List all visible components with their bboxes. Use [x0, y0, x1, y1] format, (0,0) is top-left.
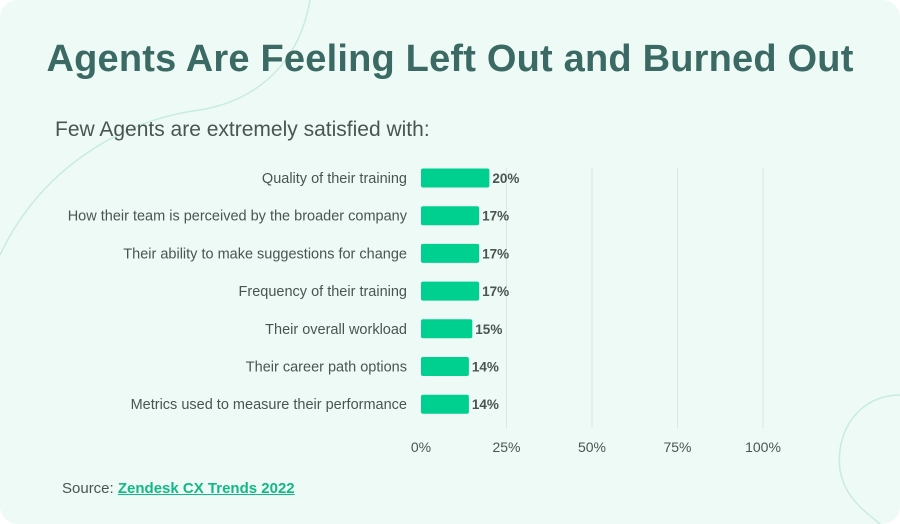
category-label: How their team is perceived by the broad… — [68, 209, 408, 225]
chart-title: Agents Are Feeling Left Out and Burned O… — [46, 38, 854, 80]
data-label: 17% — [482, 246, 509, 261]
category-label: Their overall workload — [265, 322, 407, 338]
data-labels: 20% 17% 17% 17% 15% 14% 14% — [472, 171, 520, 412]
x-tick-label: 25% — [492, 439, 520, 455]
grid-lines — [506, 168, 764, 428]
category-label: Metrics used to measure their performanc… — [131, 397, 407, 413]
data-label: 14% — [472, 397, 499, 412]
x-tick-label: 0% — [411, 439, 431, 455]
x-tick-label: 50% — [578, 439, 606, 455]
x-tick-label: 100% — [745, 439, 781, 455]
data-label: 17% — [482, 209, 509, 224]
data-label: 15% — [475, 322, 502, 337]
category-label: Frequency of their training — [239, 284, 407, 300]
bar — [421, 319, 473, 339]
x-axis-ticks: 0% 25% 50% 75% 100% — [411, 439, 781, 455]
bar — [421, 206, 480, 226]
category-label: Their career path options — [246, 360, 407, 376]
category-label: Quality of their training — [262, 171, 407, 187]
bar — [421, 281, 480, 301]
category-label: Their ability to make suggestions for ch… — [123, 246, 407, 262]
chart-subtitle: Few Agents are extremely satisfied with: — [55, 118, 430, 141]
source-prefix: Source: — [62, 480, 118, 497]
bars — [421, 168, 490, 414]
source-note: Source: Zendesk CX Trends 2022 — [62, 480, 295, 497]
bar — [421, 168, 490, 188]
data-label: 17% — [482, 284, 509, 299]
x-tick-label: 75% — [663, 439, 691, 455]
bar — [421, 357, 469, 376]
bar — [421, 394, 469, 414]
data-label: 14% — [472, 360, 499, 375]
bar — [421, 243, 480, 263]
source-link[interactable]: Zendesk CX Trends 2022 — [117, 480, 295, 497]
category-labels: Quality of their training How their team … — [68, 171, 408, 413]
data-label: 20% — [492, 171, 519, 186]
